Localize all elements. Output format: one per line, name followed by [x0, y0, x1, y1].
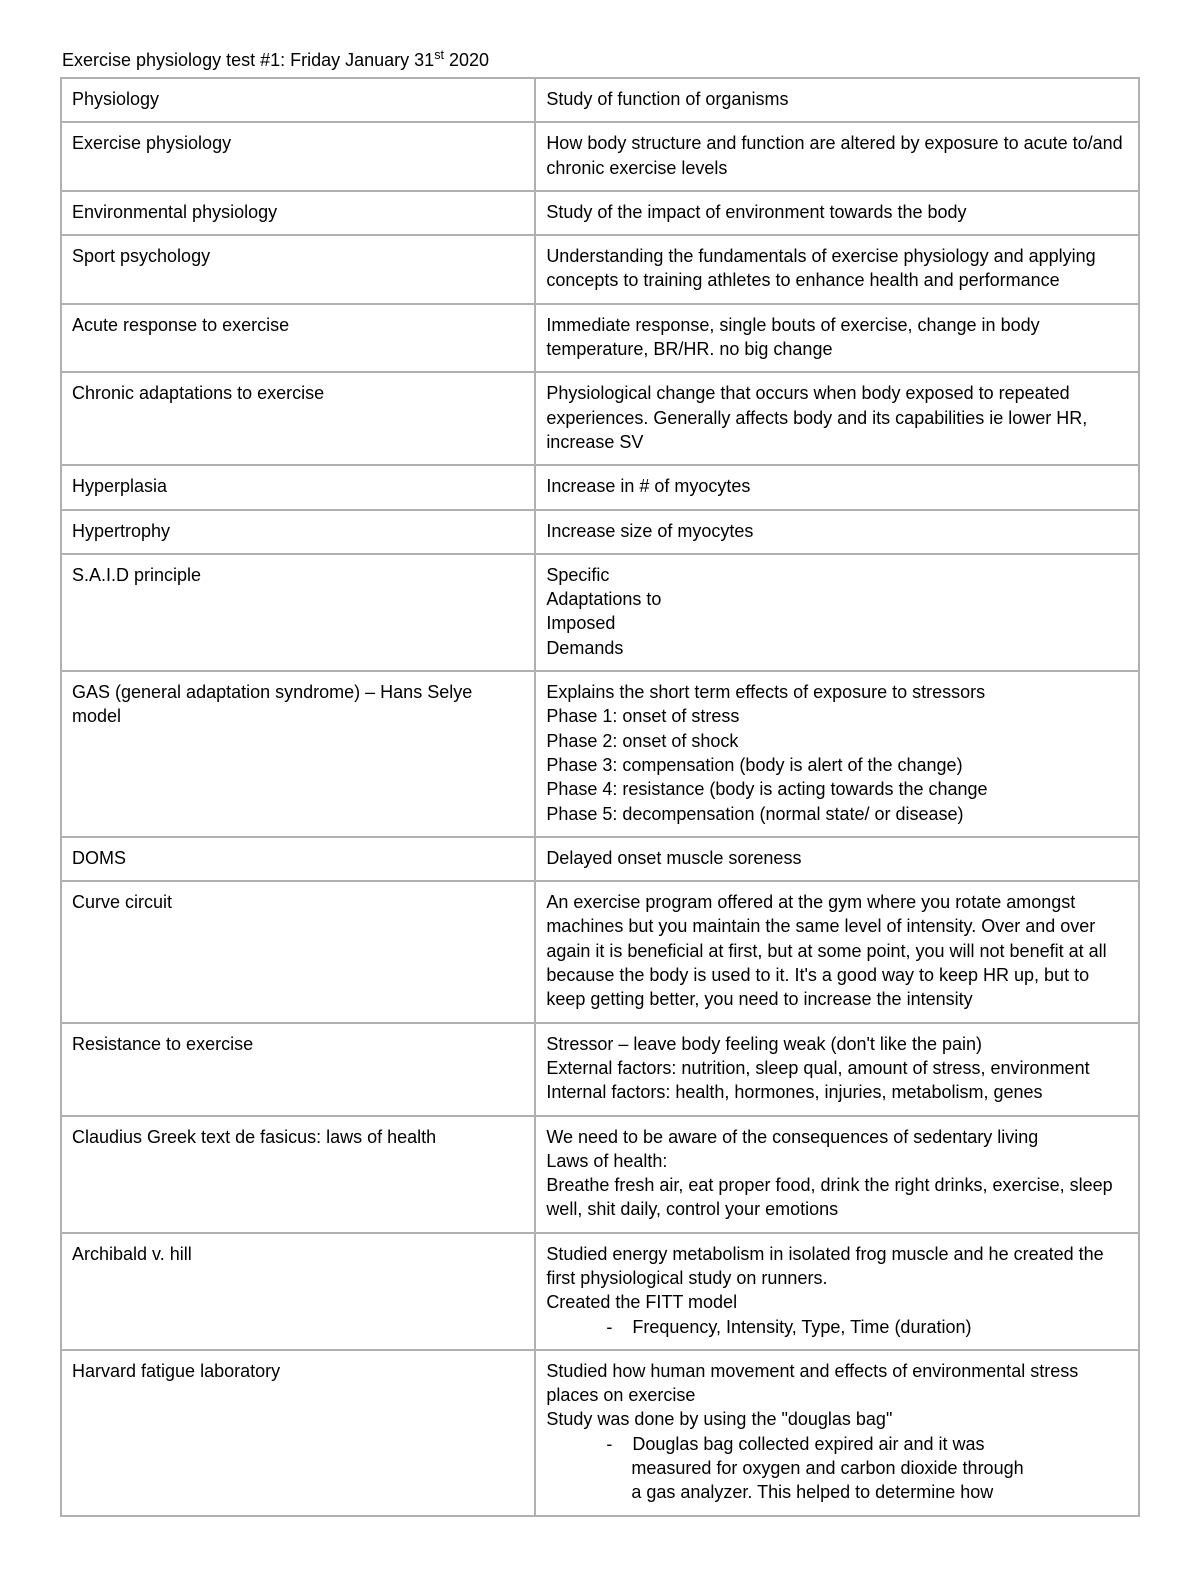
table-row: Exercise physiologyHow body structure an… [61, 122, 1139, 191]
table-row: Claudius Greek text de fasicus: laws of … [61, 1116, 1139, 1233]
definition-cell: An exercise program offered at the gym w… [535, 881, 1139, 1022]
term-cell: Acute response to exercise [61, 304, 535, 373]
page-title: Exercise physiology test #1: Friday Janu… [62, 48, 1140, 71]
definition-cell: Understanding the fundamentals of exerci… [535, 235, 1139, 304]
table-row: PhysiologyStudy of function of organisms [61, 78, 1139, 122]
term-cell: Resistance to exercise [61, 1023, 535, 1116]
definition-cell: Study of the impact of environment towar… [535, 191, 1139, 235]
definition-cell: Physiological change that occurs when bo… [535, 372, 1139, 465]
term-cell: Chronic adaptations to exercise [61, 372, 535, 465]
table-row: Sport psychologyUnderstanding the fundam… [61, 235, 1139, 304]
definition-cell: Increase in # of myocytes [535, 465, 1139, 509]
definition-cell: How body structure and function are alte… [535, 122, 1139, 191]
term-cell: Sport psychology [61, 235, 535, 304]
term-cell: DOMS [61, 837, 535, 881]
definition-cell: Increase size of myocytes [535, 510, 1139, 554]
definition-cell: Explains the short term effects of expos… [535, 671, 1139, 837]
table-row: S.A.I.D principleSpecific Adaptations to… [61, 554, 1139, 671]
term-cell: Exercise physiology [61, 122, 535, 191]
table-row: Archibald v. hillStudied energy metaboli… [61, 1233, 1139, 1350]
table-row: Environmental physiologyStudy of the imp… [61, 191, 1139, 235]
term-cell: Hyperplasia [61, 465, 535, 509]
table-row: GAS (general adaptation syndrome) – Hans… [61, 671, 1139, 837]
term-cell: GAS (general adaptation syndrome) – Hans… [61, 671, 535, 837]
definition-cell: Studied energy metabolism in isolated fr… [535, 1233, 1139, 1350]
definition-cell: We need to be aware of the consequences … [535, 1116, 1139, 1233]
document-page: Exercise physiology test #1: Friday Janu… [0, 0, 1200, 1577]
term-cell: Physiology [61, 78, 535, 122]
definitions-table-body: PhysiologyStudy of function of organisms… [61, 78, 1139, 1516]
table-row: HyperplasiaIncrease in # of myocytes [61, 465, 1139, 509]
table-row: Harvard fatigue laboratoryStudied how hu… [61, 1350, 1139, 1516]
definition-cell: Delayed onset muscle soreness [535, 837, 1139, 881]
definition-cell: Stressor – leave body feeling weak (don'… [535, 1023, 1139, 1116]
table-row: DOMSDelayed onset muscle soreness [61, 837, 1139, 881]
table-row: HypertrophyIncrease size of myocytes [61, 510, 1139, 554]
definitions-table: PhysiologyStudy of function of organisms… [60, 77, 1140, 1517]
definition-cell: Immediate response, single bouts of exer… [535, 304, 1139, 373]
definition-cell: Specific Adaptations to Imposed Demands [535, 554, 1139, 671]
term-cell: Hypertrophy [61, 510, 535, 554]
table-row: Curve circuitAn exercise program offered… [61, 881, 1139, 1022]
term-cell: Environmental physiology [61, 191, 535, 235]
definition-cell: Study of function of organisms [535, 78, 1139, 122]
term-cell: Harvard fatigue laboratory [61, 1350, 535, 1516]
term-cell: S.A.I.D principle [61, 554, 535, 671]
term-cell: Curve circuit [61, 881, 535, 1022]
term-cell: Archibald v. hill [61, 1233, 535, 1350]
table-row: Acute response to exerciseImmediate resp… [61, 304, 1139, 373]
term-cell: Claudius Greek text de fasicus: laws of … [61, 1116, 535, 1233]
table-row: Resistance to exerciseStressor – leave b… [61, 1023, 1139, 1116]
definition-cell: Studied how human movement and effects o… [535, 1350, 1139, 1516]
table-row: Chronic adaptations to exercisePhysiolog… [61, 372, 1139, 465]
